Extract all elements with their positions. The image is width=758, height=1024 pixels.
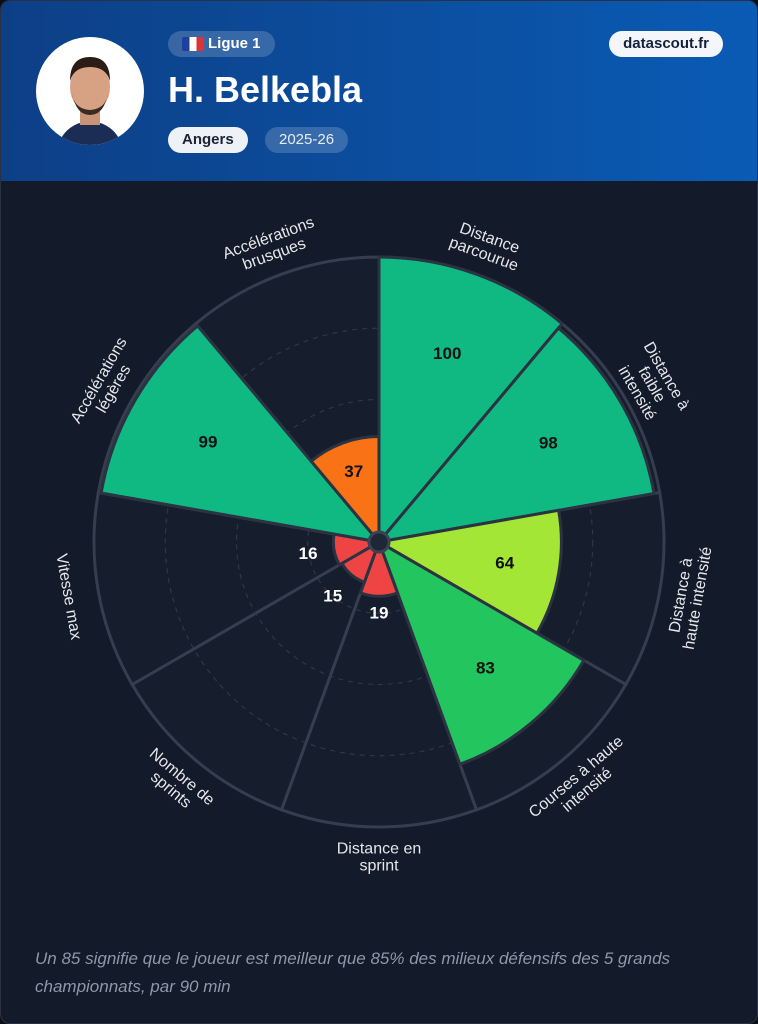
- footnote: Un 85 signifie que le joueur est meilleu…: [35, 949, 671, 996]
- value-label: 100: [433, 344, 461, 363]
- season-pill: 2025-26: [265, 127, 349, 153]
- category-label: Distance àhaute intensité: [664, 542, 716, 651]
- value-label: 98: [539, 434, 558, 453]
- wedge: [374, 508, 563, 636]
- wedge: [358, 537, 400, 598]
- site-pill[interactable]: datascout.fr: [609, 31, 723, 57]
- value-label: 83: [476, 658, 495, 677]
- value-label: 37: [344, 462, 363, 481]
- value-label: 15: [323, 587, 342, 606]
- value-label: 16: [299, 544, 318, 563]
- player-name: H. Belkebla: [168, 69, 363, 110]
- center-hub: [367, 530, 391, 554]
- wedge: [99, 323, 383, 545]
- category-label: Distance en sprint: [337, 841, 422, 875]
- wedge: [309, 435, 381, 547]
- wedge-background: [130, 538, 382, 812]
- category-label: Distanceparcourue: [447, 218, 526, 275]
- wedge: [376, 538, 586, 767]
- avatar-image: [58, 57, 122, 145]
- category-label: Vitesse max: [52, 553, 84, 641]
- header: Ligue 1 H. Belkebla Angers 2025-26 datas…: [1, 1, 757, 181]
- league-pill: Ligue 1: [168, 31, 275, 57]
- flag: [182, 37, 204, 51]
- value-label: 19: [370, 603, 389, 622]
- league: Ligue 1: [208, 35, 261, 52]
- grid-circle: [164, 327, 594, 757]
- avatar: [36, 37, 144, 145]
- value-label: 99: [198, 433, 217, 452]
- value-label: 64: [495, 554, 514, 573]
- team-pill: Angers: [168, 127, 248, 153]
- wedge: [375, 325, 656, 545]
- wedge: [377, 255, 565, 547]
